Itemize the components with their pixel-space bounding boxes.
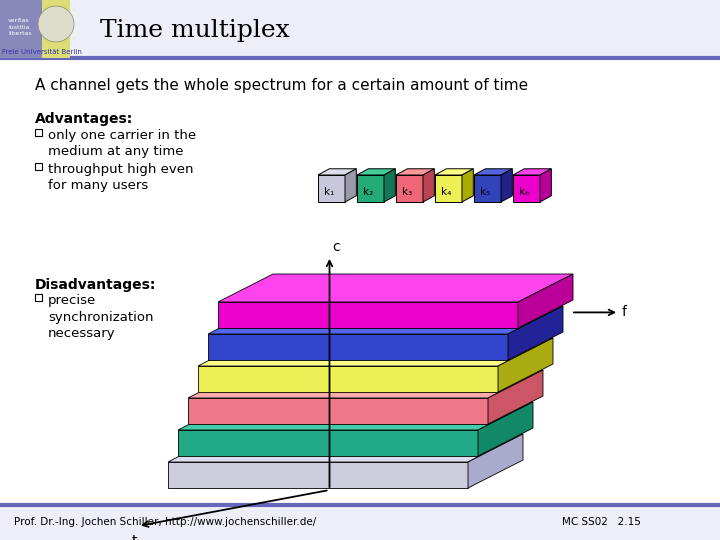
Polygon shape <box>178 402 533 430</box>
Polygon shape <box>345 169 356 202</box>
Polygon shape <box>168 462 468 488</box>
Polygon shape <box>513 169 552 175</box>
Polygon shape <box>208 334 508 360</box>
Bar <box>0 0 42 58</box>
Polygon shape <box>198 366 498 392</box>
Polygon shape <box>488 370 543 424</box>
Text: c: c <box>333 240 340 254</box>
Text: Prof. Dr.-Ing. Jochen Schiller, http://www.jochenschiller.de/: Prof. Dr.-Ing. Jochen Schiller, http://w… <box>14 517 316 527</box>
Polygon shape <box>168 434 523 462</box>
Polygon shape <box>540 169 552 202</box>
Text: k₄: k₄ <box>441 187 451 197</box>
Bar <box>0 0 720 58</box>
Text: f: f <box>622 306 627 319</box>
Polygon shape <box>508 306 563 360</box>
Bar <box>42 0 70 58</box>
Polygon shape <box>218 274 573 302</box>
Text: k₁: k₁ <box>324 187 335 197</box>
Text: k₂: k₂ <box>363 187 374 197</box>
Bar <box>35 294 42 301</box>
Polygon shape <box>468 434 523 488</box>
Bar <box>35 129 42 136</box>
Text: throughput high even
for many users: throughput high even for many users <box>48 163 194 192</box>
Bar <box>35 163 42 170</box>
Polygon shape <box>435 175 462 202</box>
Text: A channel gets the whole spectrum for a certain amount of time: A channel gets the whole spectrum for a … <box>35 78 528 93</box>
Text: k₆: k₆ <box>519 187 529 197</box>
Polygon shape <box>396 175 423 202</box>
Polygon shape <box>198 338 553 366</box>
Text: k₃: k₃ <box>402 187 413 197</box>
Circle shape <box>38 6 74 42</box>
Polygon shape <box>462 169 473 202</box>
Polygon shape <box>498 338 553 392</box>
Text: k₅: k₅ <box>480 187 490 197</box>
Text: precise
synchronization
necessary: precise synchronization necessary <box>48 294 153 340</box>
Polygon shape <box>396 169 434 175</box>
Polygon shape <box>478 402 533 456</box>
Polygon shape <box>435 169 473 175</box>
Polygon shape <box>357 169 395 175</box>
Polygon shape <box>474 175 501 202</box>
Polygon shape <box>208 306 563 334</box>
Polygon shape <box>423 169 434 202</box>
Text: t: t <box>131 534 137 540</box>
Text: Time multiplex: Time multiplex <box>100 18 289 42</box>
Polygon shape <box>384 169 395 202</box>
Text: Freie Universität Berlin: Freie Universität Berlin <box>2 49 82 55</box>
Text: only one carrier in the
medium at any time: only one carrier in the medium at any ti… <box>48 129 196 159</box>
Polygon shape <box>318 169 356 175</box>
Polygon shape <box>513 175 540 202</box>
Polygon shape <box>518 274 573 328</box>
Polygon shape <box>188 370 543 398</box>
Polygon shape <box>357 175 384 202</box>
Polygon shape <box>318 175 345 202</box>
Polygon shape <box>501 169 513 202</box>
Polygon shape <box>218 302 518 328</box>
Bar <box>0 505 720 540</box>
Polygon shape <box>188 398 488 424</box>
Polygon shape <box>474 169 513 175</box>
Text: veritas
iustitia
libertas: veritas iustitia libertas <box>8 18 32 36</box>
Text: MC SS02   2.15: MC SS02 2.15 <box>562 517 641 527</box>
Text: Advantages:: Advantages: <box>35 112 133 126</box>
Text: Disadvantages:: Disadvantages: <box>35 278 156 292</box>
Polygon shape <box>178 430 478 456</box>
